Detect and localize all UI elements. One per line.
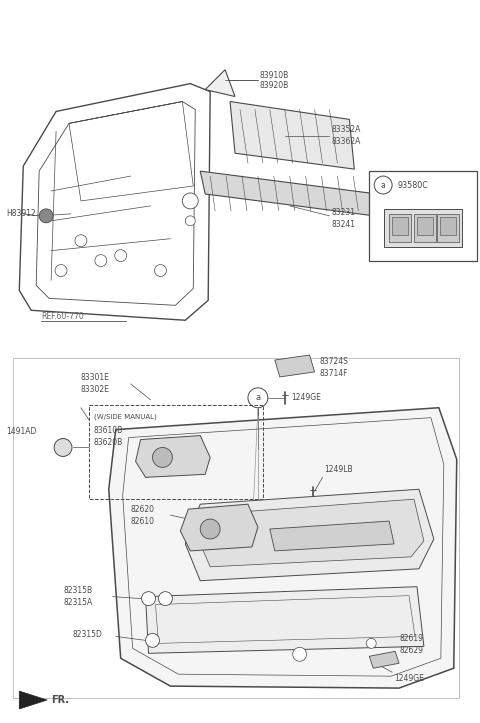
Circle shape — [142, 591, 156, 606]
Polygon shape — [185, 489, 434, 581]
Text: 82629: 82629 — [399, 646, 423, 655]
Bar — [389, 214, 411, 241]
Polygon shape — [230, 101, 354, 169]
Polygon shape — [369, 651, 399, 668]
Text: 83610B: 83610B — [94, 426, 123, 435]
Text: FR.: FR. — [51, 695, 69, 705]
Text: 83301E: 83301E — [81, 373, 110, 382]
Polygon shape — [270, 521, 394, 551]
Polygon shape — [200, 171, 374, 216]
Bar — [369, 171, 477, 260]
Text: 82315B: 82315B — [63, 586, 92, 595]
Text: 82315D: 82315D — [73, 630, 103, 639]
Polygon shape — [19, 691, 47, 709]
Circle shape — [39, 209, 53, 223]
Polygon shape — [198, 499, 424, 567]
Text: 83241: 83241 — [332, 221, 356, 229]
Polygon shape — [109, 408, 457, 688]
Text: 83231: 83231 — [332, 208, 356, 218]
Bar — [414, 214, 436, 241]
Text: 83724S: 83724S — [320, 357, 348, 367]
Text: (W/SIDE MANUAL): (W/SIDE MANUAL) — [94, 414, 156, 420]
Circle shape — [248, 388, 268, 408]
Circle shape — [115, 249, 127, 262]
Text: 1249LB: 1249LB — [324, 465, 353, 474]
Text: a: a — [381, 181, 385, 189]
Circle shape — [158, 591, 172, 606]
Bar — [437, 214, 459, 241]
Bar — [392, 217, 408, 235]
Circle shape — [54, 439, 72, 456]
Bar — [417, 217, 433, 235]
Text: 83620B: 83620B — [94, 438, 123, 447]
Text: 83362A: 83362A — [332, 137, 361, 146]
Polygon shape — [275, 355, 314, 377]
Text: 1249GE: 1249GE — [394, 674, 424, 683]
Text: H83912: H83912 — [6, 210, 36, 218]
Text: 82315A: 82315A — [63, 598, 92, 607]
Circle shape — [366, 638, 376, 649]
Text: 83352A: 83352A — [332, 125, 361, 134]
Circle shape — [95, 254, 107, 267]
Circle shape — [153, 448, 172, 467]
Polygon shape — [145, 586, 424, 654]
Text: 83920B: 83920B — [260, 81, 289, 90]
Bar — [89, 405, 263, 499]
Polygon shape — [136, 435, 210, 477]
Circle shape — [182, 193, 198, 209]
Text: 83910B: 83910B — [260, 71, 289, 80]
Circle shape — [374, 176, 392, 194]
Circle shape — [185, 216, 195, 226]
Circle shape — [145, 633, 159, 647]
Text: 93580C: 93580C — [397, 181, 428, 189]
Text: a: a — [255, 393, 261, 402]
Text: 83714F: 83714F — [320, 369, 348, 378]
Text: 82610: 82610 — [131, 516, 155, 526]
Polygon shape — [180, 504, 258, 551]
Circle shape — [155, 265, 167, 276]
Circle shape — [75, 235, 87, 247]
Text: 82620: 82620 — [131, 505, 155, 513]
Circle shape — [55, 265, 67, 276]
Text: 82619: 82619 — [399, 634, 423, 643]
Text: REF.60-770: REF.60-770 — [41, 312, 84, 321]
Bar — [440, 217, 456, 235]
Circle shape — [293, 647, 307, 662]
Bar — [384, 209, 462, 247]
Polygon shape — [205, 69, 235, 97]
Text: 1249GE: 1249GE — [292, 393, 322, 402]
Text: 1491AD: 1491AD — [6, 427, 37, 436]
Text: 83302E: 83302E — [81, 385, 110, 394]
Circle shape — [200, 519, 220, 539]
